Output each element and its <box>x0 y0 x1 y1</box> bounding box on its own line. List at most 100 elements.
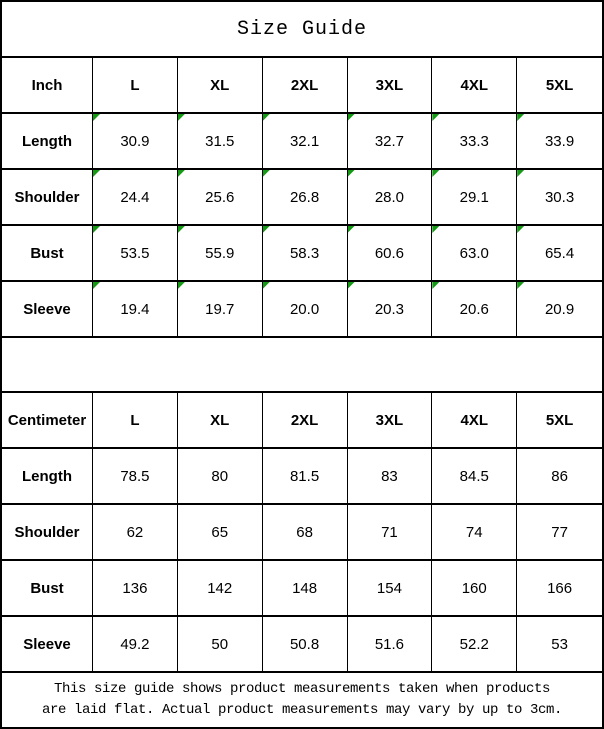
value-cell-text: 29.1 <box>459 188 489 206</box>
size-header-cell-text: 2XL <box>290 76 319 94</box>
value-cell-text: 26.8 <box>289 188 320 206</box>
value-cell-text: 74 <box>465 523 483 541</box>
value-cell: 19.4 <box>93 282 178 338</box>
value-cell-text: 50 <box>211 635 229 653</box>
value-cell: 65.4 <box>517 226 602 282</box>
value-cell: 52.2 <box>432 617 518 673</box>
value-cell: 80 <box>177 449 263 505</box>
value-cell: 30.9 <box>93 114 178 170</box>
value-cell: 20.6 <box>432 282 518 338</box>
green-corner-flag-icon <box>177 114 185 121</box>
green-corner-flag-icon <box>432 282 440 289</box>
value-cell: 166 <box>517 561 602 617</box>
value-cell: 63.0 <box>432 226 518 282</box>
value-cell: 32.1 <box>262 114 348 170</box>
value-cell: 53.5 <box>93 226 178 282</box>
value-cell: 68 <box>262 505 348 561</box>
title-row: Size Guide <box>2 2 602 58</box>
value-cell: 154 <box>347 561 433 617</box>
unit-header-cell-text: Centimeter <box>7 411 87 429</box>
green-corner-flag-icon <box>93 170 100 177</box>
value-cell-text: 81.5 <box>289 467 320 485</box>
value-cell-text: 80 <box>211 467 229 485</box>
value-cell: 24.4 <box>93 170 178 226</box>
value-cell-text: 51.6 <box>374 635 405 653</box>
value-cell-text: 20.0 <box>289 300 320 318</box>
green-corner-flag-icon <box>347 114 355 121</box>
size-table-centimeter: Centimeter L XL 2XL 3XL 4XL 5XL Length 78.5 80 81.… <box>2 393 602 673</box>
value-cell: 83 <box>347 449 433 505</box>
measurement-label-cell-text: Shoulder <box>14 188 80 206</box>
value-cell-text: 58.3 <box>289 244 320 262</box>
green-corner-flag-icon <box>93 226 100 233</box>
green-corner-flag-icon <box>432 170 440 177</box>
green-corner-flag-icon <box>517 114 525 121</box>
value-cell: 77 <box>517 505 602 561</box>
measurement-label-cell: Shoulder <box>2 170 93 226</box>
size-header-cell-text: 5XL <box>545 411 574 429</box>
value-cell-text: 63.0 <box>459 244 489 262</box>
size-header-cell-text: 4XL <box>460 411 488 429</box>
measurement-label-cell-text: Shoulder <box>14 523 80 541</box>
value-cell-text: 77 <box>551 523 568 541</box>
size-header-cell-text: 3XL <box>375 76 404 94</box>
value-cell-text: 160 <box>461 579 487 597</box>
value-cell-text: 136 <box>122 579 148 597</box>
value-cell-text: 142 <box>207 579 233 597</box>
value-cell: 65 <box>177 505 263 561</box>
size-header-cell-text: 4XL <box>460 76 488 94</box>
value-cell: 31.5 <box>177 114 263 170</box>
size-header-cell-text: L <box>130 411 140 429</box>
value-cell: 49.2 <box>93 617 178 673</box>
value-cell: 53 <box>517 617 602 673</box>
value-cell-text: 19.4 <box>120 300 150 318</box>
size-header-cell: XL <box>177 58 263 114</box>
value-cell: 19.7 <box>177 282 263 338</box>
spacer-row <box>2 338 602 393</box>
value-cell: 20.3 <box>347 282 433 338</box>
value-cell: 86 <box>517 449 602 505</box>
value-cell: 148 <box>262 561 348 617</box>
value-cell-text: 53.5 <box>120 244 150 262</box>
value-cell: 60.6 <box>347 226 433 282</box>
measurement-label-cell-text: Bust <box>30 579 64 597</box>
size-header-cell-text: 5XL <box>545 76 574 94</box>
value-cell: 50 <box>177 617 263 673</box>
size-header-cell: 3XL <box>347 393 433 449</box>
footer-note-line-1: This size guide shows product measuremen… <box>53 681 551 697</box>
value-cell: 55.9 <box>177 226 263 282</box>
value-cell-text: 32.1 <box>289 132 320 150</box>
value-cell-text: 30.3 <box>544 188 575 206</box>
value-cell: 58.3 <box>262 226 348 282</box>
measurement-label-cell-text: Bust <box>30 244 64 262</box>
size-header-cell: 2XL <box>262 58 348 114</box>
measurement-label-cell: Length <box>2 449 93 505</box>
green-corner-flag-icon <box>93 282 100 289</box>
value-cell-text: 166 <box>547 579 573 597</box>
value-cell-text: 53 <box>551 635 568 653</box>
value-cell: 78.5 <box>93 449 178 505</box>
value-cell-text: 60.6 <box>374 244 405 262</box>
green-corner-flag-icon <box>517 170 525 177</box>
value-cell-text: 78.5 <box>120 467 150 485</box>
value-cell-text: 33.9 <box>544 132 575 150</box>
green-corner-flag-icon <box>177 170 185 177</box>
green-corner-flag-icon <box>347 226 355 233</box>
value-cell-text: 68 <box>296 523 313 541</box>
value-cell: 71 <box>347 505 433 561</box>
size-header-cell: 2XL <box>262 393 348 449</box>
measurement-label-cell: Bust <box>2 226 93 282</box>
measurement-label-cell-text: Length <box>22 132 72 150</box>
value-cell-text: 50.8 <box>289 635 320 653</box>
value-cell: 84.5 <box>432 449 518 505</box>
value-cell: 20.0 <box>262 282 348 338</box>
value-cell-text: 84.5 <box>459 467 489 485</box>
measurement-label-cell-text: Sleeve <box>23 635 71 653</box>
value-cell: 142 <box>177 561 263 617</box>
value-cell: 50.8 <box>262 617 348 673</box>
green-corner-flag-icon <box>262 226 270 233</box>
value-cell-text: 62 <box>126 523 144 541</box>
value-cell-text: 19.7 <box>205 300 235 318</box>
size-header-cell: 5XL <box>517 58 602 114</box>
value-cell-text: 65 <box>211 523 229 541</box>
